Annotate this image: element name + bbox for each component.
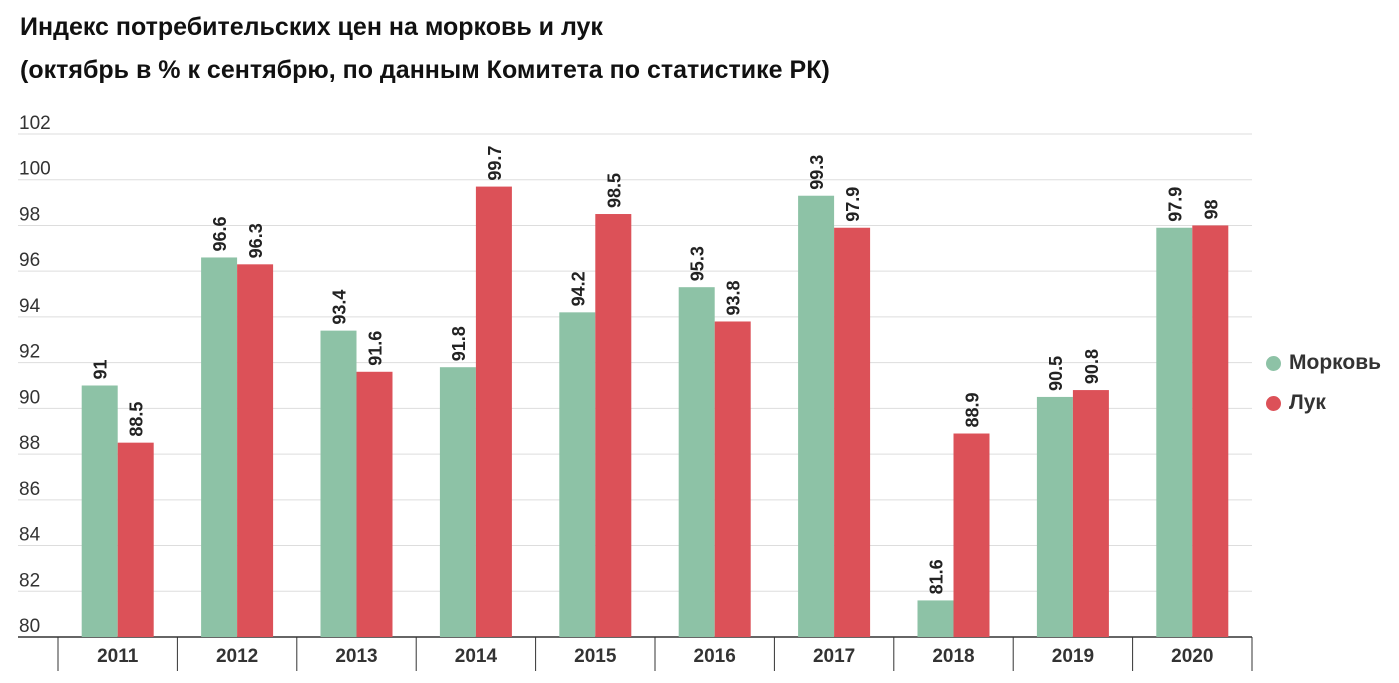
y-tick-label: 80 [19, 616, 40, 637]
bar [559, 312, 596, 637]
bar [117, 442, 154, 637]
data-label: 96.6 [210, 216, 230, 251]
bar [798, 195, 835, 637]
legend-item-onion: Лук [1266, 391, 1381, 414]
x-tick-label: 2019 [1052, 646, 1094, 667]
data-label: 91 [91, 359, 111, 379]
x-tick-label: 2013 [335, 646, 377, 667]
bar [953, 433, 990, 637]
x-tick-label: 2015 [574, 646, 617, 667]
y-tick-label: 84 [19, 525, 41, 546]
bar [320, 330, 357, 637]
y-tick-label: 98 [19, 204, 40, 225]
legend-item-carrot: Морковь [1266, 351, 1382, 374]
legend: Морковь Лук [1266, 351, 1382, 432]
data-label: 91.6 [366, 331, 386, 366]
x-tick-label: 2014 [455, 646, 498, 667]
y-tick-label: 102 [19, 113, 51, 134]
bar [917, 600, 954, 637]
y-tick-label: 86 [19, 479, 40, 500]
bar [237, 264, 274, 637]
data-label: 90.5 [1046, 356, 1066, 391]
bar [81, 385, 118, 637]
y-tick-label: 90 [19, 387, 40, 408]
data-label: 95.3 [688, 246, 708, 281]
bar [1072, 390, 1109, 637]
x-tick-label: 2011 [97, 646, 139, 667]
legend-marker-onion [1266, 395, 1281, 411]
data-label: 91.8 [449, 326, 469, 361]
data-label: 99.7 [485, 146, 505, 181]
x-tick-label: 2016 [694, 646, 736, 667]
y-tick-label: 94 [19, 296, 41, 317]
bar [1036, 396, 1073, 637]
bar [714, 321, 751, 637]
data-label: 94.2 [568, 271, 588, 306]
legend-label-carrot: Морковь [1289, 351, 1382, 374]
bar [201, 257, 238, 637]
bar [475, 186, 512, 637]
data-label: 90.8 [1082, 349, 1102, 384]
data-label: 88.5 [127, 402, 147, 437]
bar [1192, 225, 1229, 638]
y-tick-label: 92 [19, 342, 40, 363]
data-label: 93.8 [724, 280, 744, 315]
bar [678, 287, 715, 637]
legend-label-onion: Лук [1289, 391, 1326, 414]
data-label: 93.4 [330, 290, 350, 325]
data-label: 98 [1201, 199, 1221, 219]
y-tick-label: 96 [19, 250, 40, 271]
bar [439, 367, 476, 637]
bar [1156, 227, 1193, 637]
data-label: 98.5 [604, 173, 624, 208]
y-tick-label: 88 [19, 433, 40, 454]
data-label: 96.3 [246, 223, 266, 258]
bar [834, 227, 871, 637]
chart-title: Индекс потребительских цен на морковь и … [20, 13, 603, 41]
data-label: 99.3 [807, 155, 827, 190]
data-label: 97.9 [843, 187, 863, 222]
x-tick-label: 2018 [932, 646, 974, 667]
chart-subtitle: (октябрь в % к сентябрю, по данным Комит… [20, 56, 830, 84]
y-tick-label: 100 [19, 159, 51, 180]
bar [595, 214, 632, 638]
data-label: 88.9 [963, 392, 983, 427]
y-tick-label: 82 [19, 570, 40, 591]
data-label: 81.6 [927, 559, 947, 594]
data-label: 97.9 [1165, 187, 1185, 222]
legend-marker-carrot [1266, 355, 1281, 371]
x-tick-label: 2012 [216, 646, 258, 667]
x-tick-label: 2020 [1171, 646, 1213, 667]
bar [356, 371, 393, 637]
x-tick-label: 2017 [813, 646, 855, 667]
